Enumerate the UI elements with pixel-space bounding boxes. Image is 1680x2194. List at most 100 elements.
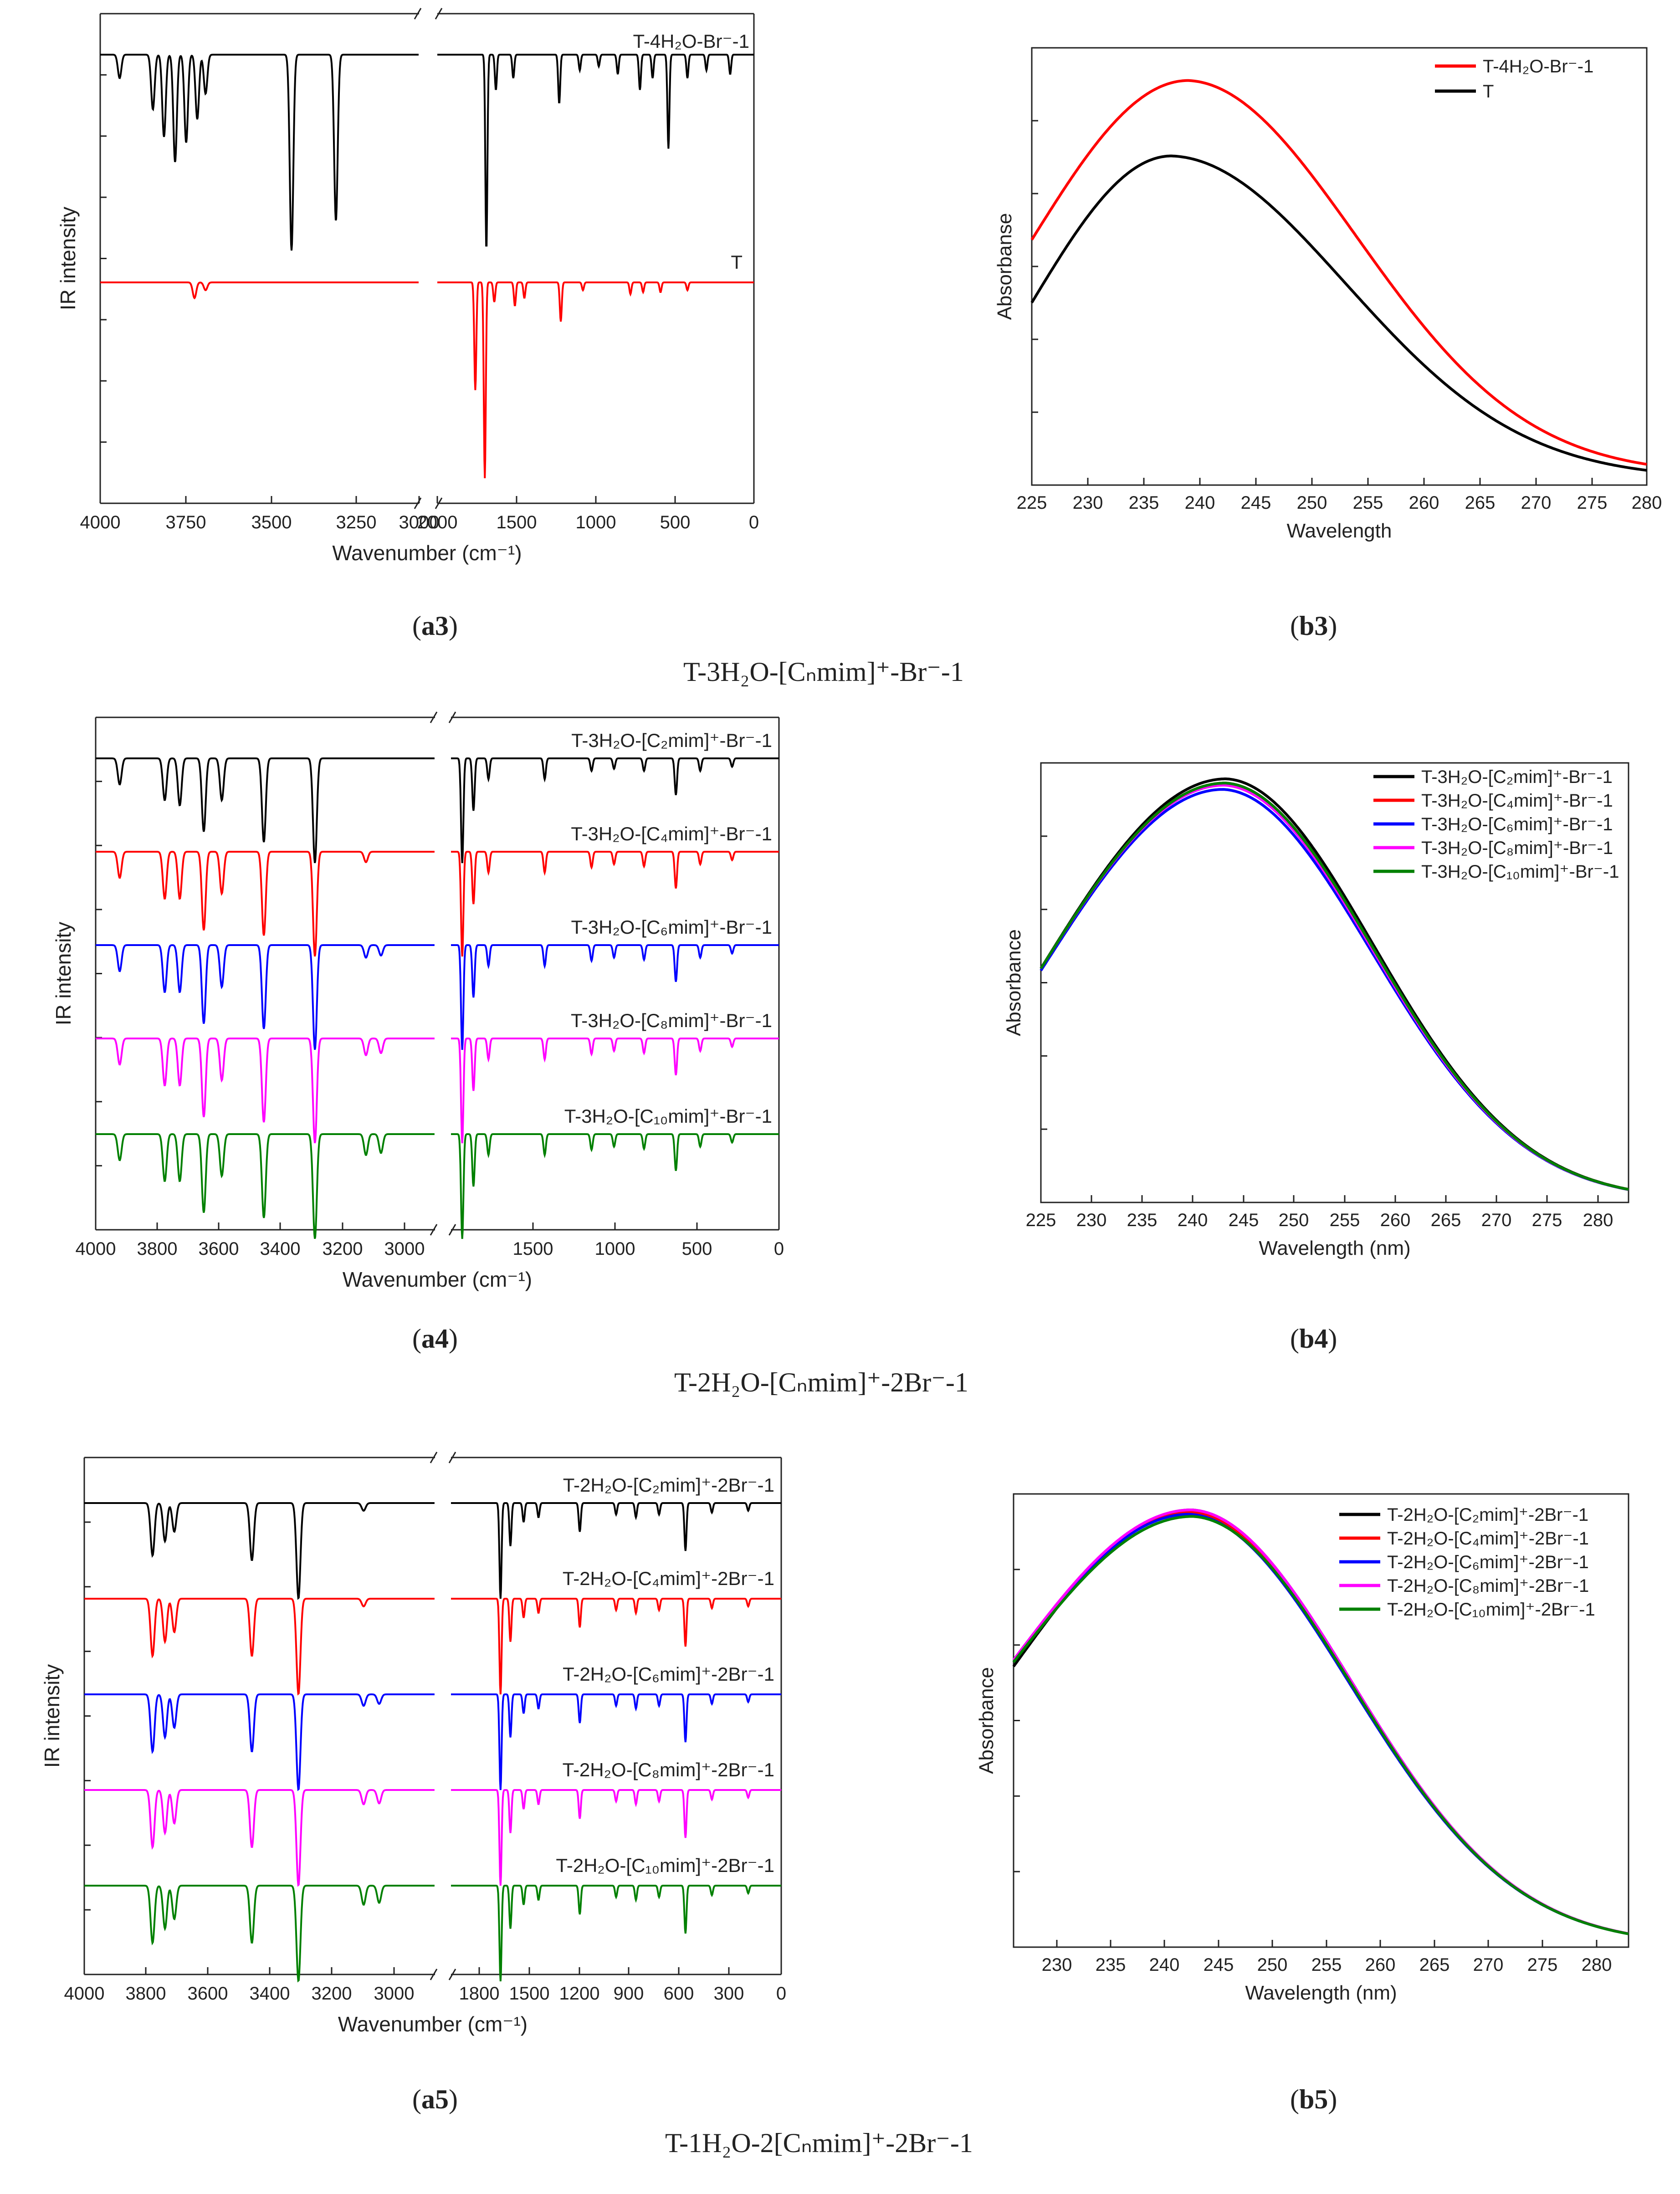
x-tick-label: 235	[1096, 1955, 1126, 1975]
x-tick-label: 250	[1257, 1955, 1288, 1975]
legend-label-3: T-2H₂O-[C₆mim]⁺-2Br⁻-1	[1387, 1552, 1589, 1572]
x-tick-label: 3000	[399, 512, 440, 532]
x-tick-label: 240	[1178, 1210, 1208, 1230]
ir-series-line-3	[96, 944, 435, 1050]
ir-series-label-3: T-2H₂O-[C₆mim]⁺-2Br⁻-1	[563, 1663, 774, 1685]
x-tick-label: 1500	[513, 1239, 553, 1259]
x-tick-label: 255	[1311, 1955, 1342, 1975]
x-tick-label: 1500	[509, 1984, 550, 2004]
x-tick-label: 270	[1473, 1955, 1504, 1975]
ir-chart-a5: 4000 3800 3600 3400 3200 3000 1800 1500 1200 900 6…	[40, 1452, 786, 2036]
x-axis-title: Wavelength	[1287, 520, 1392, 542]
x-tick-label: 3750	[166, 512, 206, 532]
x-axis-title: Wavelength (nm)	[1245, 1982, 1397, 2004]
axis-break-mark	[448, 1452, 456, 1463]
ir-chart-a4: 4000 3800 3600 3400 3200 3000 1500 1000 500 0 Wave…	[51, 711, 784, 1291]
uv-series-line-2	[1030, 154, 1647, 472]
axis-break-mark	[435, 8, 443, 20]
ir-series-line-4	[451, 1038, 779, 1144]
ir-series-line-2	[437, 281, 754, 479]
x-tick-label: 3200	[323, 1239, 363, 1259]
uv-series-line-1	[1030, 79, 1647, 466]
x-tick-label: 255	[1353, 493, 1383, 513]
ir-series-label-4: T-2H₂O-[C₈mim]⁺-2Br⁻-1	[563, 1759, 774, 1780]
panel-label-a5: (a5)	[412, 2084, 458, 2114]
x-tick-label: 3000	[374, 1984, 415, 2004]
ir-series-label-1: T-2H₂O-[C₂mim]⁺-2Br⁻-1	[563, 1474, 774, 1496]
x-tick-label: 260	[1365, 1955, 1396, 1975]
x-tick-label: 235	[1129, 493, 1159, 513]
ir-series-line-2	[96, 851, 435, 957]
panel-label-b3: (b3)	[1290, 611, 1337, 641]
section-caption-2: T-2H₂O-[Cₙmim]⁺-2Br⁻-1	[674, 1367, 968, 1397]
y-axis-title: Absorbance	[1003, 929, 1025, 1036]
ir-series-line-1	[96, 757, 435, 864]
x-axis-title: Wavenumber (cm⁻¹)	[343, 1268, 532, 1291]
ir-series-line-4	[96, 1038, 435, 1144]
uv-series-line-4	[1012, 1509, 1629, 1935]
section-caption-3: T-1H₂O-2[Cₙmim]⁺-2Br⁻-1	[665, 2128, 973, 2158]
legend-label-2: T-2H₂O-[C₄mim]⁺-2Br⁻-1	[1387, 1529, 1589, 1549]
x-tick-label: 245	[1229, 1210, 1259, 1230]
x-tick-label: 1500	[497, 512, 537, 532]
uv-chart-b5: 230 235 240 245 250 255 260 265 270 275 280 Wavelen…	[975, 1493, 1629, 2004]
x-tick-label: 1000	[595, 1239, 635, 1259]
x-tick-label: 600	[664, 1984, 694, 2004]
x-tick-label: 3400	[260, 1239, 301, 1259]
ir-series-label-2: T-2H₂O-[C₄mim]⁺-2Br⁻-1	[563, 1568, 774, 1589]
x-tick-label: 3800	[126, 1984, 166, 2004]
ir-series-label-5: T-3H₂O-[C₁₀mim]⁺-Br⁻-1	[564, 1105, 772, 1127]
uv-series-line-5	[1040, 782, 1629, 1191]
x-tick-label: 0	[774, 1239, 784, 1259]
uv-series-line-5	[1012, 1515, 1629, 1935]
y-axis-title: Absorbance	[975, 1667, 998, 1774]
x-tick-label: 265	[1431, 1210, 1461, 1230]
x-tick-label: 265	[1465, 493, 1496, 513]
x-tick-label: 280	[1583, 1210, 1613, 1230]
x-tick-label: 275	[1577, 493, 1608, 513]
ir-series-label-2: T-3H₂O-[C₄mim]⁺-Br⁻-1	[571, 823, 772, 844]
x-tick-label: 500	[660, 512, 691, 532]
ir-series-line-1	[451, 1502, 781, 1599]
x-tick-label: 260	[1409, 493, 1439, 513]
x-tick-label: 3250	[336, 512, 377, 532]
ir-series-line-1	[84, 1502, 435, 1600]
axis-break-mark	[448, 1969, 456, 1980]
axis-break-mark	[430, 1452, 438, 1463]
x-tick-label: 300	[714, 1984, 744, 2004]
ir-series-label-1: T-3H₂O-[C₂mim]⁺-Br⁻-1	[571, 730, 772, 751]
x-tick-label: 0	[749, 512, 759, 532]
axis-break-mark	[430, 1224, 438, 1236]
uv-series-line-1	[1012, 1509, 1629, 1935]
y-axis-title: IR intensity	[56, 207, 80, 311]
x-tick-label: 280	[1632, 493, 1662, 513]
x-tick-label: 3200	[312, 1984, 352, 2004]
panel-label-b4: (b4)	[1290, 1324, 1337, 1354]
x-tick-label: 275	[1527, 1955, 1558, 1975]
x-tick-label: 275	[1532, 1210, 1562, 1230]
ir-series-line-2	[451, 851, 779, 957]
y-axis-title: Absorbanse	[994, 213, 1016, 320]
legend-label-4: T-2H₂O-[C₈mim]⁺-2Br⁻-1	[1387, 1576, 1589, 1596]
x-tick-label: 3000	[384, 1239, 425, 1259]
x-tick-label: 4000	[80, 512, 121, 532]
x-tick-label: 240	[1185, 493, 1215, 513]
ir-series-line-5	[84, 1884, 435, 1983]
x-tick-label: 4000	[76, 1239, 116, 1259]
x-tick-label: 255	[1330, 1210, 1360, 1230]
panel-label-b5: (b5)	[1290, 2084, 1337, 2114]
panel-label-a4: (a4)	[412, 1324, 458, 1354]
legend-label-1: T-2H₂O-[C₂mim]⁺-2Br⁻-1	[1387, 1505, 1588, 1525]
ir-series-line-4	[451, 1789, 781, 1886]
legend-label-2: T-3H₂O-[C₄mim]⁺-Br⁻-1	[1421, 791, 1613, 811]
x-tick-label: 265	[1419, 1955, 1450, 1975]
ir-series-line-2	[451, 1598, 781, 1695]
x-tick-label: 230	[1076, 1210, 1107, 1230]
axis-break-mark	[448, 1224, 456, 1236]
x-tick-label: 225	[1026, 1210, 1056, 1230]
x-tick-label: 270	[1521, 493, 1552, 513]
ir-series-line-4	[84, 1789, 435, 1887]
ir-series-line-2	[84, 1598, 435, 1696]
ir-series-line-1	[451, 757, 779, 864]
